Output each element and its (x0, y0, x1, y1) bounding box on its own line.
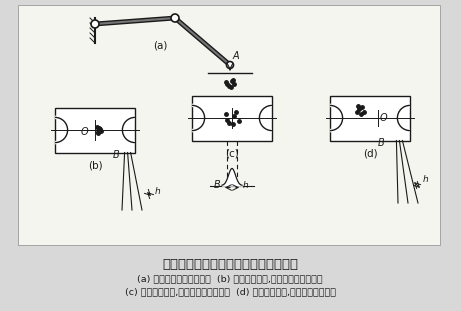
Text: (d): (d) (363, 148, 377, 159)
Bar (55, 108, 135, 152)
Text: A: A (233, 51, 240, 61)
Text: (c) 良好定位精度,很差重复定位精度；  (d) 很差定位精度,良好重复定位精度: (c) 良好定位精度,很差重复定位精度； (d) 很差定位精度,良好重复定位精度 (124, 287, 336, 296)
Bar (18, 5, 440, 245)
Text: O: O (81, 127, 89, 137)
Bar (192, 95, 272, 141)
Text: h: h (423, 175, 429, 184)
Text: (a): (a) (153, 40, 167, 50)
Bar (330, 95, 410, 141)
Text: h: h (155, 187, 161, 196)
Text: (a) 重复定位精度的测定；  (b) 合理定位精度,良好重复定位精度；: (a) 重复定位精度的测定； (b) 合理定位精度,良好重复定位精度； (137, 274, 323, 283)
Circle shape (91, 20, 99, 28)
Text: B: B (113, 151, 120, 160)
Text: h: h (243, 182, 249, 191)
Text: B: B (214, 180, 221, 191)
Text: O: O (380, 113, 388, 123)
Circle shape (171, 14, 179, 22)
Text: (c): (c) (225, 148, 239, 159)
Text: 工业机器人精度和重复精度的典型情况: 工业机器人精度和重复精度的典型情况 (162, 258, 298, 271)
Text: (b): (b) (88, 160, 102, 170)
Text: B: B (378, 138, 385, 148)
Circle shape (226, 62, 234, 68)
